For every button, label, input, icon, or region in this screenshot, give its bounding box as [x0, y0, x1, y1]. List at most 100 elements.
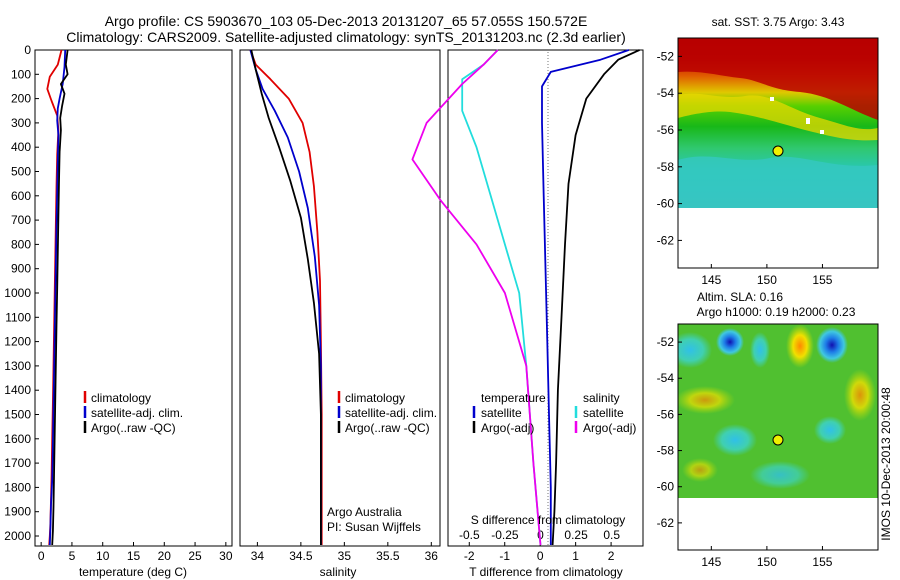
depth-tick-label: 1200: [4, 335, 31, 349]
sla-anomaly: [786, 324, 814, 368]
depth-tick-label: 1800: [4, 480, 31, 494]
argo-float-marker: [772, 145, 784, 157]
sla-anomaly: [678, 332, 712, 368]
sst-cloud-patch: [820, 130, 824, 134]
sla-anomaly: [713, 424, 757, 456]
lat-tick-label: -60: [657, 197, 675, 211]
legend-label-satellite: satellite-adj. clim.: [91, 406, 183, 420]
x-tick-label: 35: [338, 549, 352, 563]
float-owner-label: Argo Australia: [327, 505, 402, 519]
difference-axes-box: [447, 49, 644, 547]
lon-tick-label: 155: [812, 273, 832, 287]
sst-front-yellow: [678, 93, 878, 141]
s-difference-label: S difference from climatology: [471, 513, 626, 527]
legend-label-climatology: climatology: [345, 391, 405, 405]
sla-anomaly: [844, 369, 876, 421]
sst-cloud-patch: [770, 97, 774, 101]
sst-cyan-region: [678, 156, 878, 208]
depth-tick-label: 1300: [4, 359, 31, 373]
s-tick-label: 0: [537, 528, 544, 542]
series-line-argo-adj-: [411, 49, 542, 546]
lon-tick-label: 150: [757, 273, 777, 287]
sst-map-frame: [677, 37, 879, 269]
x-tick-label: 1: [572, 549, 579, 563]
series-line-climatology: [249, 49, 323, 545]
series-line-satellite: [461, 49, 542, 546]
depth-tick-label: 900: [11, 262, 31, 276]
lon-tick-label: 145: [701, 273, 721, 287]
legend-label-t-satellite: satellite: [481, 406, 522, 420]
salinity-xlabel: salinity: [320, 565, 357, 579]
s-tick-label: 0.5: [603, 528, 620, 542]
legend-label-climatology: climatology: [91, 391, 151, 405]
x-tick-label: -2: [464, 549, 475, 563]
difference-x-axis: -2 -1 0 1 2 -0.5 -0.25 0 0.25 0.5: [459, 528, 620, 563]
salinity-axes-box: [239, 49, 441, 547]
depth-tick-label: 800: [11, 237, 31, 251]
legend-label-s-argo: Argo(-adj): [583, 421, 636, 435]
legend-label-satellite: satellite-adj. clim.: [345, 406, 437, 420]
t-difference-label: T difference from climatology: [469, 565, 623, 579]
sla-map-subtitle: Argo h1000: 0.19 h2000: 0.23: [697, 305, 856, 319]
depth-tick-label: 1700: [4, 456, 31, 470]
sst-map-axes: 145 150 155 -52 -54 -56 -58 -60 -62: [657, 49, 833, 287]
sla-map-frame: [677, 323, 879, 551]
header-line1: Argo profile: CS 5903670_103 05-Dec-2013…: [105, 13, 588, 29]
x-tick-label: 35.5: [376, 549, 400, 563]
temperature-legend: climatology satellite-adj. clim. Argo(..…: [83, 391, 183, 435]
x-tick-label: 2: [608, 549, 615, 563]
difference-series: [411, 49, 640, 546]
x-tick-label: 10: [96, 549, 110, 563]
lat-tick-label: -54: [657, 86, 675, 100]
depth-tick-label: 500: [11, 165, 31, 179]
legend-label-argo: Argo(..raw -QC): [91, 421, 176, 435]
lat-tick-label: -62: [657, 516, 675, 530]
lon-tick-label: 150: [757, 555, 777, 569]
legend-heading-salinity: salinity: [583, 391, 620, 405]
sla-anomaly: [816, 327, 848, 363]
lat-tick-label: -58: [657, 160, 675, 174]
s-tick-label: -0.5: [459, 528, 480, 542]
x-tick-label: 0: [537, 549, 544, 563]
sla-map: Altim. SLA: 0.16 Argo h1000: 0.19 h2000:…: [657, 290, 893, 569]
legend-heading-temperature: temperature: [481, 391, 546, 405]
temperature-panel: 0100200300400500600700800900100011001200…: [4, 43, 233, 579]
legend-label-argo: Argo(..raw -QC): [345, 421, 430, 435]
sst-front-red: [678, 38, 878, 120]
lat-tick-label: -56: [657, 123, 675, 137]
temperature-x-axis: 0 5 10 15 20 25 30: [38, 542, 233, 563]
series-line-satellite-adj-clim-: [48, 49, 67, 546]
x-tick-label: 36: [425, 549, 439, 563]
sst-map: sat. SST: 3.75 Argo: 3.43 145 150 155 -52 -5…: [657, 15, 879, 287]
header-line2: Climatology: CARS2009. Satellite-adjuste…: [66, 29, 626, 45]
lat-tick-label: -58: [657, 444, 675, 458]
depth-tick-label: 700: [11, 213, 31, 227]
series-line-satellite-adj-clim-: [249, 49, 322, 545]
x-tick-label: 34: [251, 549, 265, 563]
depth-tick-label: 300: [11, 116, 31, 130]
x-tick-label: -1: [499, 549, 510, 563]
sla-field: [678, 324, 878, 498]
sla-anomaly: [750, 332, 770, 368]
lat-tick-label: -56: [657, 407, 675, 421]
depth-tick-label: 1100: [5, 310, 31, 324]
salinity-legend: climatology satellite-adj. clim. Argo(..…: [337, 391, 437, 435]
sst-field: [678, 38, 878, 208]
salinity-panel: 34 34.5 35 35.5 36 salinity climatology sate…: [239, 49, 441, 579]
temperature-xlabel: temperature (deg C): [79, 565, 187, 579]
imos-timestamp-label: IMOS 10-Dec-2013 20:00:48: [879, 387, 893, 541]
temperature-axes-box: [34, 49, 233, 547]
salinity-series: [249, 49, 323, 545]
depth-tick-label: 1000: [4, 286, 31, 300]
difference-legend: temperature satellite Argo(-adj) salinit…: [472, 391, 636, 435]
float-pi-label: PI: Susan Wijffels: [327, 520, 421, 534]
sla-map-axes: 145 150 155 -52 -54 -56 -58 -60 -62: [657, 335, 833, 569]
sla-anomaly: [750, 461, 810, 489]
sst-map-title: sat. SST: 3.75 Argo: 3.43: [712, 15, 845, 29]
s-tick-label: -0.25: [491, 528, 519, 542]
salinity-x-axis: 34 34.5 35 35.5 36: [251, 542, 439, 563]
depth-tick-label: 400: [11, 140, 31, 154]
lat-tick-label: -60: [657, 480, 675, 494]
x-tick-label: 30: [219, 549, 233, 563]
